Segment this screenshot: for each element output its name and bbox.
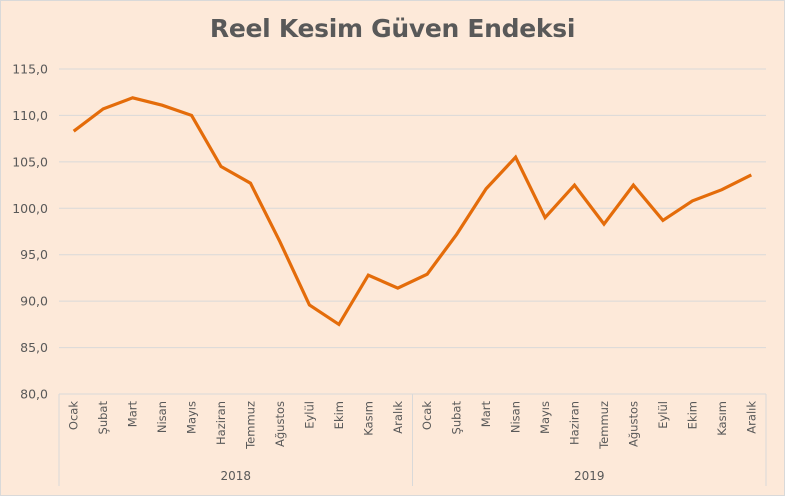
series-line [72, 96, 753, 327]
y-tick-label: 90,0 [20, 294, 48, 309]
x-tick-label: Mayıs [538, 401, 552, 434]
x-tick-label: Şubat [96, 401, 110, 435]
y-tick-label: 100,0 [12, 201, 48, 216]
y-tick-label: 80,0 [20, 387, 48, 402]
x-tick-label: Ağustos [273, 401, 287, 447]
y-tick-label: 115,0 [12, 62, 48, 77]
x-tick-label: Nisan [155, 401, 169, 433]
x-tick-label: Haziran [214, 401, 228, 445]
year-group-label: 2018 [220, 469, 251, 483]
x-axis: Ocak Şubat Mart Nisan Mayıs Haziran Temmuz Ağus… [58, 393, 767, 486]
x-tick-label: Mart [126, 401, 140, 428]
x-tick-label: Şubat [450, 401, 464, 435]
x-tick-label: Mayıs [185, 401, 199, 434]
x-tick-label: Ekim [332, 401, 346, 429]
x-tick-label: Eylül [656, 401, 670, 429]
x-tick-label: Ağustos [626, 401, 640, 447]
y-tick-label: 85,0 [20, 340, 48, 355]
x-tick-label: Ekim [685, 401, 699, 429]
x-tick-label: Kasım [361, 401, 375, 436]
x-tick-label: Eylül [302, 401, 316, 429]
x-tick-label: Mart [479, 401, 493, 428]
x-tick-label: Ocak [67, 401, 81, 430]
x-tick-label: Kasım [715, 401, 729, 436]
x-tick-label: Aralık [744, 401, 758, 434]
x-tick-label: Temmuz [243, 401, 257, 450]
x-tick-label: Temmuz [597, 401, 611, 450]
x-tick-label: Haziran [568, 401, 582, 445]
x-tick-label: Ocak [420, 401, 434, 430]
x-tick-label: Aralık [391, 401, 405, 434]
y-tick-label: 110,0 [12, 108, 48, 123]
chart-title: Reel Kesim Güven Endeksi [209, 14, 576, 43]
x-tick-label: Nisan [509, 401, 523, 433]
y-tick-label: 105,0 [12, 154, 48, 169]
y-axis: 80,0 85,0 90,0 95,0 100,0 105,0 110,0 115,0 [12, 62, 48, 402]
gridlines [59, 68, 766, 349]
y-tick-label: 95,0 [20, 247, 48, 262]
year-group-label: 2019 [574, 469, 605, 483]
